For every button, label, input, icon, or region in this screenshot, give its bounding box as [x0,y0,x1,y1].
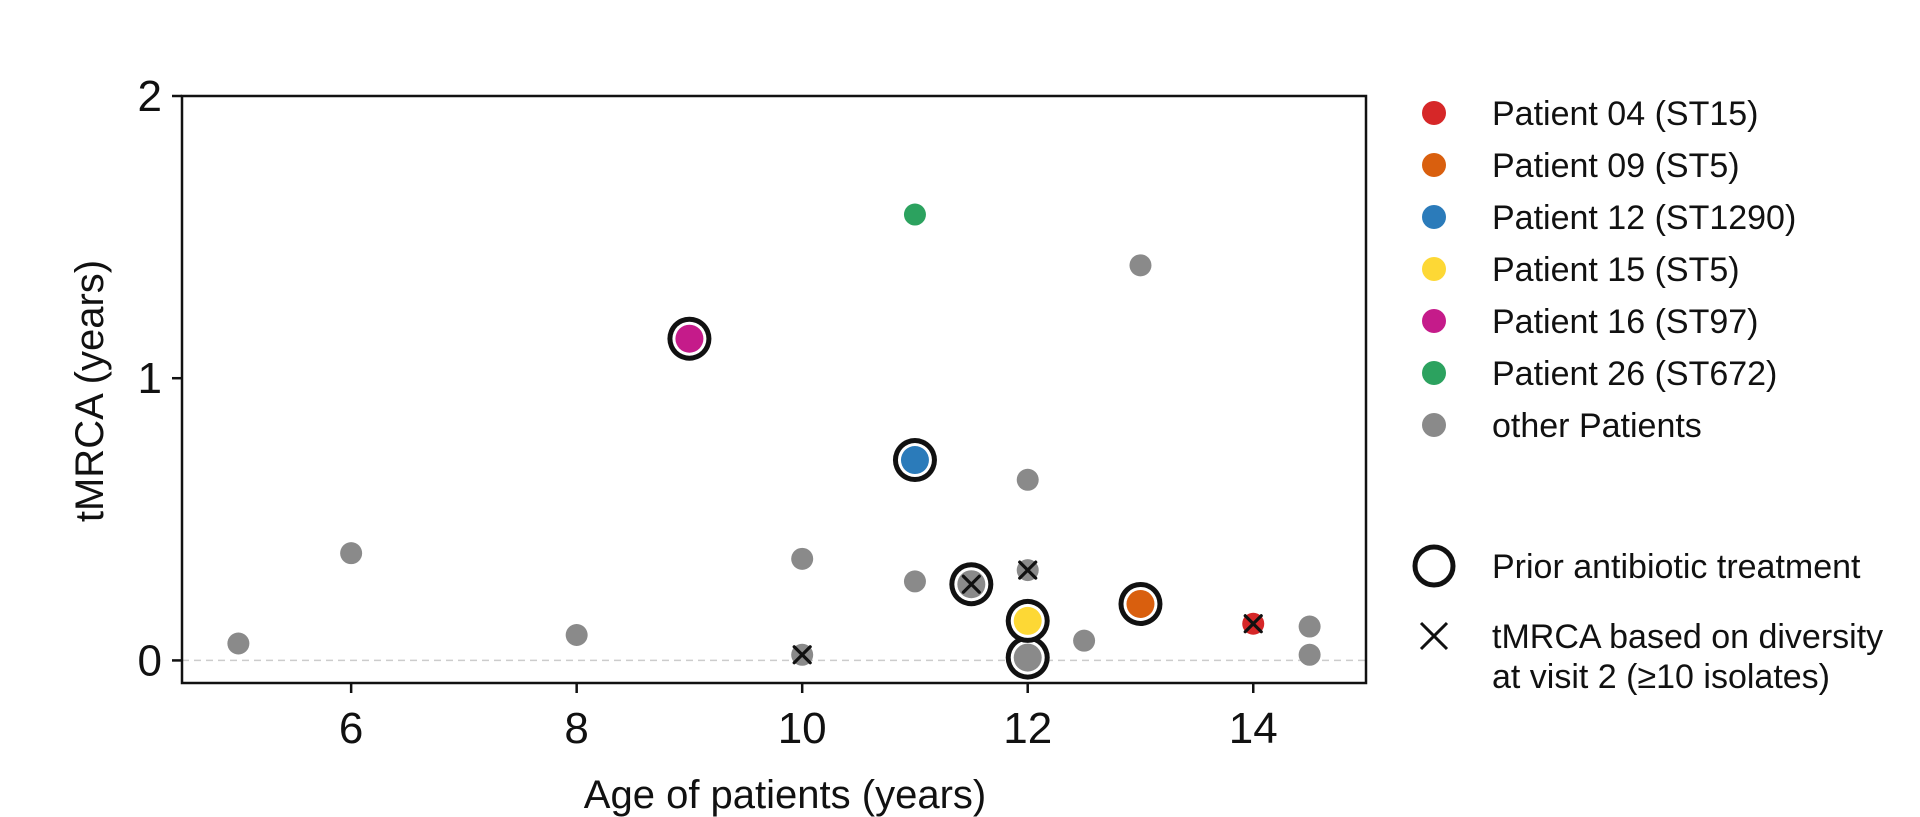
x-tick-label: 12 [1003,704,1052,753]
point-marker [1073,629,1096,652]
y-tick-label: 0 [138,636,162,685]
point-marker [903,570,926,593]
legend-ring-symbol [1412,544,1456,588]
point-marker [1129,254,1152,277]
data-point [227,632,250,655]
diversity-cross [1243,614,1263,634]
legend-marker [1422,153,1446,177]
legend-label: other Patients [1492,407,1702,445]
legend-marker [1422,101,1446,125]
x-tick-label: 10 [778,704,827,753]
point-marker [903,203,926,226]
legend-marker [1422,309,1446,333]
point-marker [1016,468,1039,491]
x-tick-label: 8 [564,704,588,753]
legend-label: Patient 12 (ST1290) [1492,199,1796,237]
data-point [1005,635,1050,680]
x-axis-label: Age of patients (years) [584,773,986,817]
legend-marker [1422,361,1446,385]
legend-cross-symbol [1419,621,1449,651]
data-point [1016,559,1039,582]
y-tick-label: 1 [138,354,162,403]
data-point [565,624,588,647]
data-point [667,316,712,361]
data-point [340,542,363,565]
data-point [1129,254,1152,277]
legend-marker [1422,413,1446,437]
point-marker [340,542,363,565]
y-tick-label: 2 [138,72,162,121]
data-point [903,203,926,226]
legend-marker [1422,257,1446,281]
data-point [791,643,814,666]
point-marker [791,547,814,570]
legend-label: Patient 09 (ST5) [1492,147,1740,185]
legend-marker [1422,205,1446,229]
data-point [1016,468,1039,491]
legend: Patient 04 (ST15) Patient 09 (ST5) Patient… [1412,95,1883,696]
data-point [949,562,994,607]
data-point [1298,615,1321,638]
legend-label: Patient 15 (ST5) [1492,251,1740,289]
plot-frame [180,94,1368,685]
legend-label: Prior antibiotic treatment [1492,548,1861,586]
legend-label: Patient 04 (ST15) [1492,95,1758,133]
y-axis-label: tMRCA (years) [68,260,112,522]
axes: Age of patients (years) tMRCA (years) 6 8… [68,72,1368,817]
legend-label: at visit 2 (≥10 isolates) [1492,658,1830,696]
data-point [1073,629,1096,652]
diversity-cross [1018,560,1038,580]
plot-area [182,203,1366,680]
x-tick-label: 6 [339,704,363,753]
point-marker [565,624,588,647]
x-tick-label: 14 [1229,704,1278,753]
data-point [1005,598,1050,643]
point-marker [1013,643,1042,672]
point-marker [1298,643,1321,666]
point-marker [227,632,250,655]
legend-label: tMRCA based on diversity [1492,618,1883,656]
data-point [791,547,814,570]
diversity-cross [961,574,981,594]
legend-label: Patient 16 (ST97) [1492,303,1758,341]
data-point [903,570,926,593]
diversity-cross [792,645,812,665]
point-marker [1013,606,1042,635]
data-point [1242,612,1265,635]
point-marker [675,324,704,353]
data-point [1118,581,1163,626]
data-point [892,438,937,483]
point-marker [900,446,929,475]
data-point [1298,643,1321,666]
legend-label: Patient 26 (ST672) [1492,355,1777,393]
point-marker [1126,589,1155,618]
point-marker [1298,615,1321,638]
